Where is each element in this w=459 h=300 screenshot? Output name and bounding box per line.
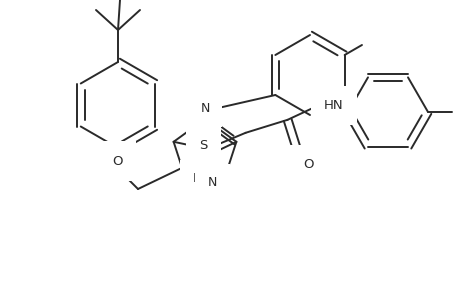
Text: O: O bbox=[302, 158, 313, 171]
Text: N: N bbox=[192, 172, 202, 185]
Text: HN: HN bbox=[323, 99, 343, 112]
Text: O: O bbox=[112, 154, 123, 167]
Text: N: N bbox=[207, 176, 217, 189]
Text: S: S bbox=[199, 139, 207, 152]
Text: N: N bbox=[200, 101, 209, 115]
